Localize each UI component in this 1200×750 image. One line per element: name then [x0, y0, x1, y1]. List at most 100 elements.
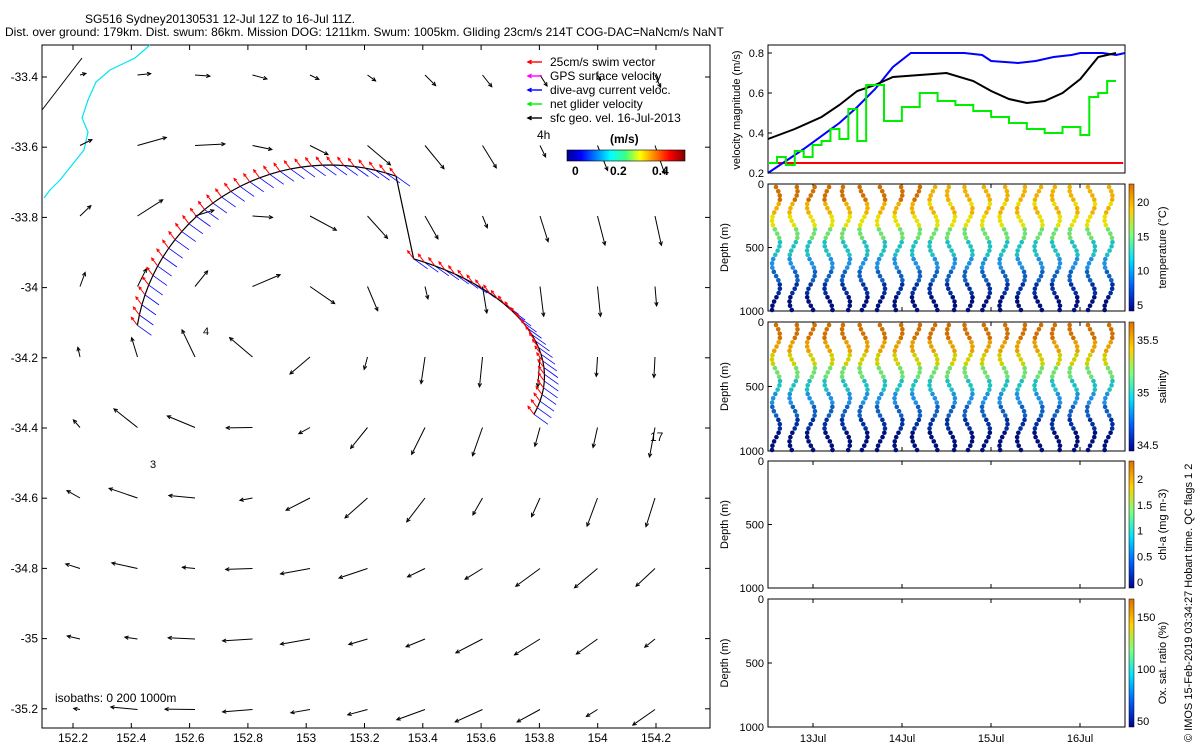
profile-sample — [874, 307, 880, 313]
profile-sample — [895, 248, 900, 253]
geo-vector-shaft — [576, 638, 598, 655]
swim-vector-shaft — [146, 267, 154, 276]
profile-sample — [969, 339, 974, 345]
profile-sample — [810, 417, 816, 423]
geo-vector-shaft — [350, 427, 368, 449]
profile-sample — [898, 273, 904, 279]
profile-sample — [986, 344, 991, 349]
profile-sample — [909, 252, 915, 258]
profile-sample — [912, 197, 917, 203]
profile-sample — [963, 235, 969, 241]
profile-sample — [1102, 214, 1108, 219]
profile-sample — [771, 348, 777, 354]
map-panel: 152.2 152.4 152.6 152.8 153 153.2 153.4 153.6 15… — [11, 44, 711, 745]
swim-vector-shaft — [537, 372, 545, 382]
profile-sample — [1018, 426, 1023, 431]
profile-sample — [1002, 201, 1008, 207]
profile-sample — [970, 344, 975, 349]
profile-sample — [913, 400, 919, 405]
geo-vector-shaft — [586, 709, 598, 717]
depth-colorbar — [1128, 598, 1135, 728]
profile-sample — [944, 278, 950, 283]
geo-vector — [79, 139, 93, 146]
profile-sample — [882, 201, 887, 207]
profile-sample — [1091, 294, 1097, 300]
geo-vector — [79, 271, 87, 287]
profile-sample — [807, 395, 812, 401]
profile-sample — [986, 331, 991, 336]
profile-sample — [1103, 222, 1109, 228]
profile-sample — [980, 218, 985, 224]
profile-sample — [858, 404, 864, 410]
swim-vector-head — [474, 279, 479, 284]
profile-sample — [997, 261, 1002, 266]
geo-vector-shaft — [478, 356, 483, 387]
date-tick-label: 13Jul — [800, 733, 826, 745]
profile-sample — [900, 235, 905, 241]
profile-sample — [1103, 361, 1109, 367]
profile-sample — [787, 395, 792, 401]
depth-colorbar — [1128, 460, 1135, 589]
profile-sample — [1106, 413, 1112, 418]
profile-sample — [881, 421, 887, 427]
profile-sample — [1056, 265, 1062, 270]
profile-sample — [1108, 231, 1113, 236]
profile-sample — [1036, 417, 1042, 423]
profile-sample — [824, 327, 830, 332]
profile-sample — [981, 214, 987, 219]
profile-sample — [909, 344, 915, 349]
profile-sample — [876, 395, 882, 401]
profile-sample — [1014, 210, 1020, 215]
profile-sample — [807, 239, 812, 245]
profile-sample — [982, 231, 988, 236]
swim-vector — [537, 372, 545, 382]
geo-vector-head — [267, 146, 273, 151]
profile-sample — [1034, 282, 1039, 287]
geo-vector — [647, 427, 656, 459]
swim-vector-shaft — [175, 223, 183, 232]
profile-sample — [805, 383, 810, 388]
geo-vector — [194, 73, 212, 79]
profile-sample — [874, 265, 880, 270]
profile-sample — [807, 378, 812, 384]
geo-vector-shaft — [181, 329, 196, 358]
profile-sample — [1091, 391, 1096, 397]
dac-vector — [527, 327, 542, 339]
swim-vector-shaft — [151, 257, 159, 267]
geo-vector-shaft — [455, 638, 483, 654]
profile-sample — [1088, 235, 1094, 241]
profile-sample — [1020, 282, 1026, 287]
profile-sample — [930, 391, 935, 397]
profile-sample — [792, 335, 798, 341]
geo-vector-shaft — [229, 337, 253, 358]
profile-sample — [881, 193, 887, 198]
swim-vector-shaft — [417, 253, 425, 263]
swim-vector — [536, 351, 544, 362]
profile-sample — [1106, 184, 1112, 190]
dac-vector — [543, 387, 558, 399]
swim-vector-shaft — [132, 306, 140, 316]
track-label: 4 — [203, 326, 209, 338]
lat-tick-label: -33.8 — [11, 210, 39, 224]
swim-vector — [273, 162, 281, 172]
profile-sample — [979, 361, 985, 367]
profile-sample — [1005, 282, 1010, 287]
profile-sample — [911, 395, 916, 401]
profile-sample — [1000, 408, 1006, 414]
profile-sample — [917, 370, 922, 375]
profile-sample — [944, 235, 950, 241]
swim-vector — [406, 249, 415, 260]
profile-sample — [769, 218, 775, 224]
profile-sample — [946, 244, 952, 249]
swim-vector-shaft — [190, 208, 197, 217]
profile-sample — [808, 421, 813, 427]
profile-sample — [1071, 218, 1077, 224]
profile-sample — [1092, 286, 1097, 292]
swim-vector-head — [530, 398, 535, 403]
profile-sample — [986, 239, 992, 245]
profile-sample — [986, 282, 991, 287]
swim-vector-head — [358, 159, 362, 164]
profile-sample — [829, 303, 835, 309]
legend-arrow-head — [526, 73, 532, 79]
